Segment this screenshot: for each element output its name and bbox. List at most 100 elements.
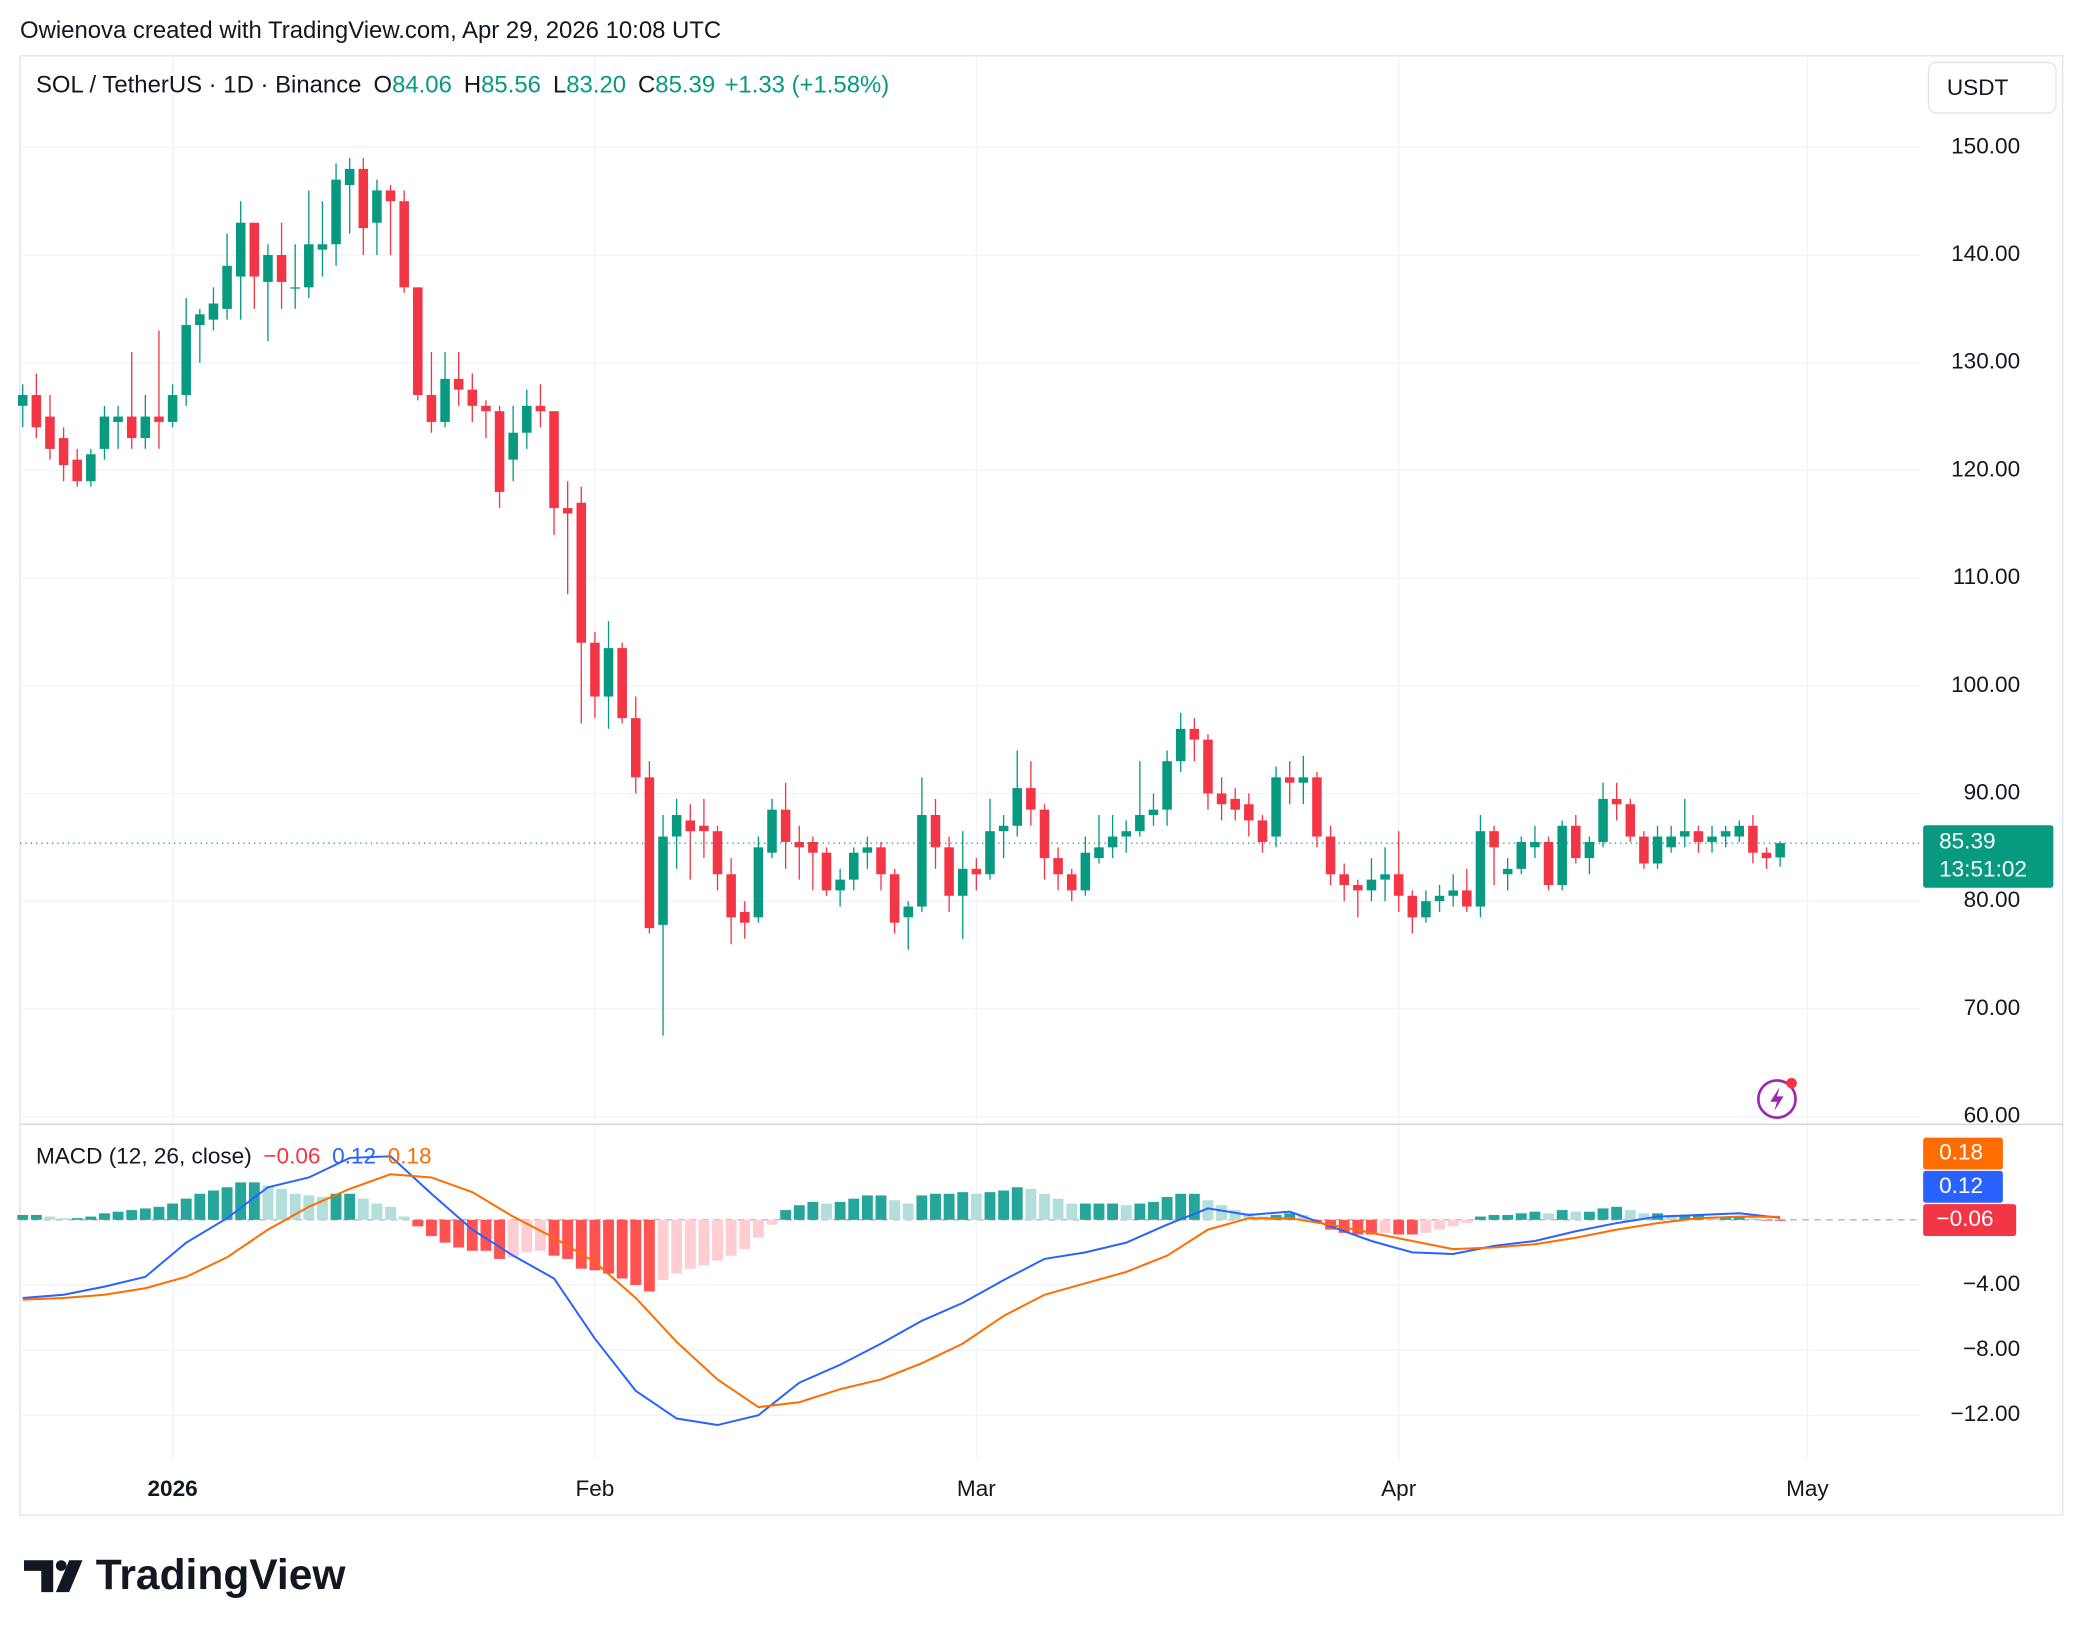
- currency-button[interactable]: [1927, 61, 2057, 114]
- candle-body: [467, 389, 478, 406]
- histogram-bar: [1161, 1197, 1173, 1220]
- histogram-bar: [834, 1201, 846, 1220]
- histogram-bar: [603, 1219, 614, 1274]
- macd-value: 0.12: [332, 1144, 376, 1169]
- histogram-bar: [725, 1219, 737, 1256]
- candle-body: [1053, 858, 1063, 875]
- histogram-bar: [1720, 1216, 1732, 1220]
- histogram-bar: [1052, 1198, 1064, 1220]
- x-tick-label: May: [1786, 1476, 1829, 1501]
- histogram-bar: [1188, 1193, 1200, 1220]
- candle-body: [263, 255, 273, 282]
- histogram-bar: [99, 1213, 110, 1220]
- logo: TradingView: [23, 1552, 346, 1599]
- candle-body: [249, 222, 260, 277]
- histogram-bar: [167, 1203, 179, 1220]
- candle-body: [317, 244, 328, 250]
- candle-body: [1339, 874, 1349, 886]
- histogram-bar: [385, 1206, 397, 1220]
- alert-dot[interactable]: [1786, 1077, 1797, 1089]
- histogram-bar: [1011, 1187, 1023, 1220]
- histogram-bar: [85, 1216, 97, 1220]
- candle-body: [1761, 852, 1772, 859]
- histogram-bar: [943, 1193, 955, 1220]
- macd-tag: [1923, 1170, 2003, 1203]
- histogram-bar: [398, 1216, 410, 1220]
- histogram-bar: [330, 1193, 342, 1220]
- candle-body: [739, 911, 750, 923]
- histogram-bar: [1570, 1211, 1582, 1220]
- histogram-bar: [1120, 1205, 1132, 1220]
- candle-body: [494, 411, 505, 492]
- histogram-bar: [575, 1219, 587, 1269]
- y-tick-label: −12.00: [1950, 1401, 2020, 1426]
- candle-body: [767, 809, 777, 853]
- candle-body: [126, 416, 137, 439]
- symbol-legend: SOL / TetherUS · 1D · Binance O84.06 H85…: [36, 72, 889, 99]
- candle-body: [1543, 841, 1554, 886]
- histogram-bar: [1474, 1216, 1486, 1220]
- histogram-bar: [1175, 1193, 1187, 1220]
- candle-body: [167, 395, 178, 422]
- y-tick-label: 90.00: [1964, 779, 2021, 804]
- candle-body: [1475, 831, 1486, 907]
- currency[interactable]: USDT: [1947, 75, 2009, 100]
- histogram-bar: [930, 1193, 941, 1220]
- histogram-bar: [1488, 1214, 1500, 1220]
- histogram-bar: [562, 1219, 574, 1259]
- histogram-bar: [1624, 1210, 1636, 1220]
- macd-title: MACD (12, 26, close): [36, 1144, 252, 1169]
- y-tick-label: 100.00: [1951, 672, 2020, 697]
- candle-body: [562, 508, 573, 514]
- plot-layer: 60.00 70.00 80.00 90.00 100.00 110.00 120.00 13…: [17, 55, 2021, 1501]
- y-tick-label: −4.00: [1963, 1271, 2020, 1296]
- histogram-bar: [1461, 1219, 1473, 1224]
- candle-body: [195, 314, 205, 326]
- histogram-bar: [439, 1219, 451, 1243]
- histogram-bar: [1447, 1219, 1459, 1227]
- candle-body: [453, 378, 464, 390]
- histogram-bar: [180, 1198, 192, 1220]
- candle-body: [1203, 739, 1213, 794]
- candle-body: [1448, 890, 1458, 896]
- candle-body: [780, 809, 791, 842]
- alert-bolt[interactable]: [1770, 1087, 1784, 1112]
- candle-body: [99, 416, 110, 449]
- alert-icon[interactable]: [1757, 1077, 1797, 1120]
- histogram-bar: [221, 1187, 233, 1220]
- histogram-bar: [248, 1182, 260, 1220]
- candle-body: [222, 265, 232, 309]
- candle-body: [1066, 874, 1077, 891]
- candle-body: [1639, 836, 1649, 864]
- histogram-bar: [630, 1219, 642, 1285]
- candle-body: [644, 777, 655, 929]
- histogram-bar: [616, 1219, 628, 1279]
- candle-body: [1148, 809, 1159, 816]
- histogram-bar: [371, 1203, 383, 1220]
- candle-body: [957, 868, 968, 896]
- ohlc-value: 84.06: [392, 72, 452, 99]
- histogram-bar: [1079, 1203, 1091, 1220]
- histogram-bar: [1597, 1208, 1609, 1220]
- candle-body: [331, 179, 341, 245]
- candle-body: [208, 303, 219, 320]
- candle-body: [1216, 793, 1227, 805]
- alert-ring[interactable]: [1757, 1079, 1797, 1120]
- histogram-bar: [1093, 1203, 1105, 1220]
- candle-body: [794, 841, 805, 848]
- candle-body: [72, 459, 82, 482]
- ohlc-value: 85.56: [481, 72, 541, 99]
- histogram-bar: [344, 1193, 356, 1220]
- histogram-bar: [752, 1219, 764, 1238]
- signal-tag: [1923, 1137, 2003, 1170]
- histogram-bar: [208, 1190, 219, 1220]
- signal-value: 0.18: [388, 1144, 432, 1169]
- histogram-bar: [139, 1208, 151, 1220]
- candle-body: [699, 825, 709, 832]
- ohlc-label: L: [553, 72, 566, 99]
- symbol-title: SOL / TetherUS · 1D · Binance: [36, 72, 362, 99]
- y-tick-label: 120.00: [1951, 456, 2020, 481]
- ohlc-value: 85.39: [655, 72, 715, 99]
- candle-body: [1353, 885, 1363, 891]
